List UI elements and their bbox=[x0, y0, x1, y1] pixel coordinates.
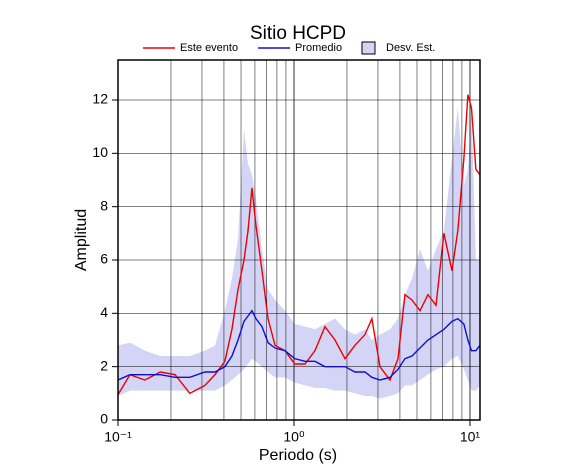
legend-label: Este evento bbox=[180, 42, 238, 54]
y-tick-label: 6 bbox=[100, 251, 108, 267]
y-tick-label: 0 bbox=[100, 411, 108, 427]
y-tick-label: 4 bbox=[100, 304, 108, 320]
series-line bbox=[117, 94, 481, 396]
y-tick-label: 10 bbox=[92, 144, 108, 160]
legend-swatch bbox=[361, 41, 376, 55]
x-axis-label: Periodo (s) bbox=[259, 447, 337, 464]
series-line bbox=[117, 309, 481, 381]
std-band bbox=[118, 108, 480, 399]
legend-label: Desv. Est. bbox=[386, 42, 435, 54]
legend-label: Promedio bbox=[295, 42, 342, 54]
plot-frame bbox=[117, 59, 481, 421]
y-tick-label: 8 bbox=[100, 197, 108, 213]
x-tick-label: 10⁻¹ bbox=[104, 429, 132, 445]
y-axis-label: Amplitud bbox=[73, 209, 90, 271]
x-tick-label: 10⁰ bbox=[283, 429, 305, 445]
chart-title: Sitio HCPD bbox=[250, 23, 346, 44]
y-tick-label: 12 bbox=[92, 91, 108, 107]
x-tick-label: 10¹ bbox=[460, 429, 481, 445]
y-tick-label: 2 bbox=[100, 357, 108, 373]
